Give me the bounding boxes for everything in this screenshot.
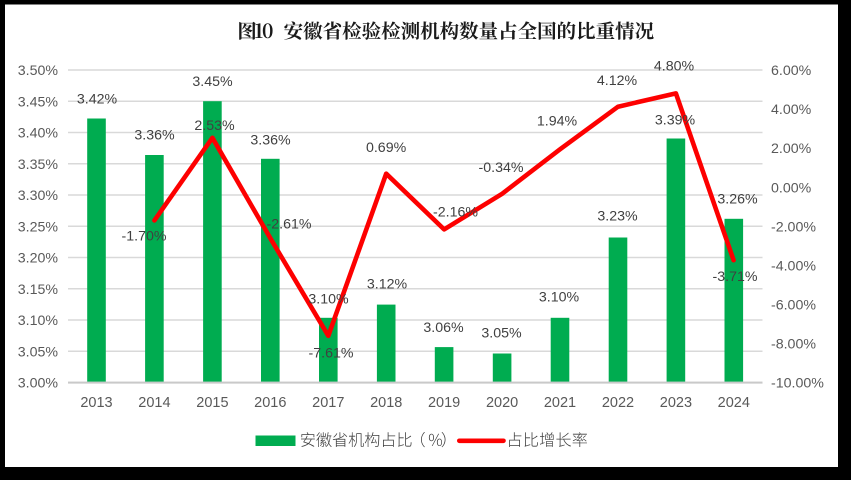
svg-text:-10.00%: -10.00% bbox=[771, 376, 824, 392]
svg-text:-2.16%: -2.16% bbox=[433, 205, 478, 221]
svg-text:3.39%: 3.39% bbox=[655, 112, 696, 128]
svg-text:3.35%: 3.35% bbox=[18, 157, 59, 173]
svg-text:3.15%: 3.15% bbox=[18, 282, 59, 298]
svg-text:2020: 2020 bbox=[486, 395, 518, 411]
svg-text:3.50%: 3.50% bbox=[18, 63, 59, 79]
svg-text:-2.00%: -2.00% bbox=[771, 219, 816, 235]
svg-text:2.00%: 2.00% bbox=[771, 141, 812, 157]
svg-text:3.12%: 3.12% bbox=[367, 276, 408, 292]
svg-text:3.40%: 3.40% bbox=[18, 126, 59, 142]
svg-text:2022: 2022 bbox=[602, 395, 634, 411]
svg-text:2019: 2019 bbox=[428, 395, 460, 411]
svg-text:-0.34%: -0.34% bbox=[479, 160, 524, 176]
svg-text:3.20%: 3.20% bbox=[18, 251, 59, 267]
svg-text:3.23%: 3.23% bbox=[597, 208, 638, 224]
svg-text:3.05%: 3.05% bbox=[481, 326, 522, 342]
svg-text:-2.61%: -2.61% bbox=[267, 217, 312, 233]
svg-text:3.25%: 3.25% bbox=[18, 219, 59, 235]
svg-text:-4.00%: -4.00% bbox=[771, 258, 816, 274]
svg-text:2014: 2014 bbox=[138, 395, 170, 411]
svg-text:2016: 2016 bbox=[254, 395, 286, 411]
svg-text:0.00%: 0.00% bbox=[771, 180, 812, 196]
svg-text:3.36%: 3.36% bbox=[134, 128, 175, 144]
svg-text:4.00%: 4.00% bbox=[771, 102, 812, 118]
svg-text:6.00%: 6.00% bbox=[771, 63, 812, 79]
svg-text:3.10%: 3.10% bbox=[539, 290, 580, 306]
svg-text:3.45%: 3.45% bbox=[18, 94, 59, 110]
svg-text:3.06%: 3.06% bbox=[423, 320, 464, 336]
svg-text:2017: 2017 bbox=[312, 395, 344, 411]
svg-text:3.36%: 3.36% bbox=[250, 133, 291, 149]
svg-text:3.10%: 3.10% bbox=[18, 313, 59, 329]
svg-text:-1.70%: -1.70% bbox=[122, 229, 167, 245]
svg-text:3.10%: 3.10% bbox=[308, 291, 349, 307]
svg-text:-3.71%: -3.71% bbox=[713, 269, 758, 285]
svg-text:2024: 2024 bbox=[718, 395, 750, 411]
svg-text:1.94%: 1.94% bbox=[537, 114, 578, 130]
svg-text:2015: 2015 bbox=[196, 395, 228, 411]
svg-text:2018: 2018 bbox=[370, 395, 402, 411]
svg-text:3.42%: 3.42% bbox=[77, 91, 118, 107]
svg-text:3.00%: 3.00% bbox=[18, 376, 59, 392]
svg-text:2021: 2021 bbox=[544, 395, 576, 411]
svg-text:4.80%: 4.80% bbox=[654, 58, 695, 74]
svg-text:4.12%: 4.12% bbox=[597, 73, 638, 89]
svg-text:3.26%: 3.26% bbox=[717, 192, 758, 208]
svg-text:0.69%: 0.69% bbox=[366, 140, 407, 156]
svg-text:2013: 2013 bbox=[80, 395, 112, 411]
svg-text:3.05%: 3.05% bbox=[18, 344, 59, 360]
svg-text:3.30%: 3.30% bbox=[18, 188, 59, 204]
svg-text:2.53%: 2.53% bbox=[194, 118, 235, 134]
svg-text:-6.00%: -6.00% bbox=[771, 298, 816, 314]
svg-text:-8.00%: -8.00% bbox=[771, 337, 816, 353]
svg-text:3.45%: 3.45% bbox=[192, 74, 233, 90]
svg-text:-7.61%: -7.61% bbox=[309, 345, 354, 361]
svg-text:2023: 2023 bbox=[660, 395, 692, 411]
